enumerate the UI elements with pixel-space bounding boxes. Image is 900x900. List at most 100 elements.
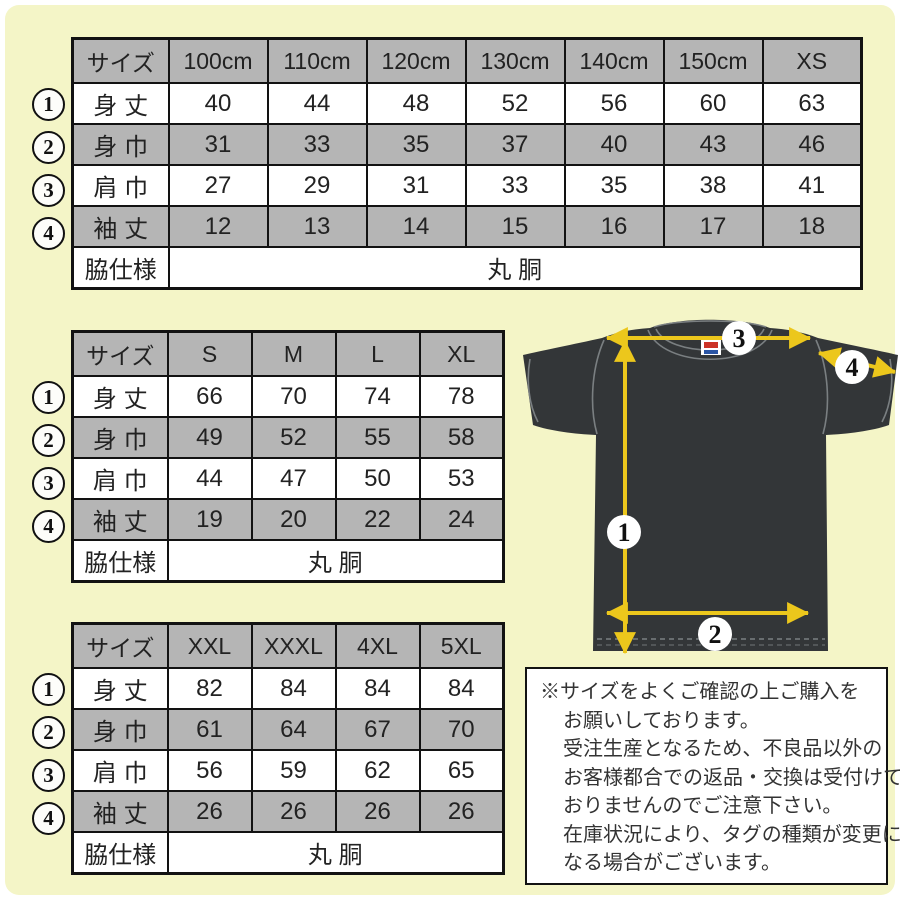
value-cell: 66 — [166, 375, 253, 418]
row-marker-1: 1 — [32, 381, 65, 414]
row-marker-3: 3 — [32, 759, 65, 792]
column-header: XL — [418, 330, 505, 377]
row-label: 身 丈 — [71, 667, 169, 710]
value-cell: 48 — [365, 82, 467, 125]
row-label: 身 丈 — [71, 82, 170, 125]
tshirt-diagram: 1 2 3 4 — [523, 319, 898, 655]
value-cell: 33 — [266, 123, 368, 166]
measure-marker-2: 2 — [698, 617, 732, 651]
value-cell: 37 — [464, 123, 566, 166]
column-header: S — [166, 330, 253, 377]
marker-number: 3 — [733, 324, 746, 353]
row-marker-4: 4 — [32, 217, 65, 250]
column-header: 5XL — [418, 622, 505, 669]
footer-label: 脇仕様 — [71, 539, 169, 583]
marker-number: 1 — [618, 518, 631, 547]
value-cell: 19 — [166, 498, 253, 541]
row-label: 身 巾 — [71, 708, 169, 751]
value-cell: 17 — [662, 205, 764, 248]
row-marker-2: 2 — [32, 424, 65, 457]
value-cell: 14 — [365, 205, 467, 248]
footer-value: 丸 胴 — [166, 831, 505, 875]
notice-line: 受注生産となるため、不良品以外の — [563, 738, 883, 760]
notice-line: ※サイズをよくご確認の上ご購入を — [540, 681, 860, 703]
value-cell: 26 — [334, 790, 421, 833]
row-marker-4: 4 — [32, 802, 65, 835]
row-label: 袖 丈 — [71, 205, 170, 248]
row-label: 身 巾 — [71, 416, 169, 459]
value-cell: 63 — [761, 82, 863, 125]
notice-line: お願いしております。 — [563, 709, 760, 732]
measure-marker-4: 4 — [835, 350, 869, 384]
row-label: 袖 丈 — [71, 498, 169, 541]
value-cell: 49 — [166, 416, 253, 459]
value-cell: 74 — [334, 375, 421, 418]
value-cell: 53 — [418, 457, 505, 500]
row-marker-4: 4 — [32, 510, 65, 543]
value-cell: 26 — [250, 790, 337, 833]
marker-number: 4 — [846, 353, 859, 382]
value-cell: 82 — [166, 667, 253, 710]
value-cell: 38 — [662, 164, 764, 207]
measure-marker-3: 3 — [722, 321, 756, 355]
value-cell: 12 — [167, 205, 269, 248]
column-header: L — [334, 330, 421, 377]
purchase-notice: ※サイズをよくご確認の上ご購入を お願いしております。 受注生産となるため、不良… — [525, 667, 900, 885]
value-cell: 55 — [334, 416, 421, 459]
value-cell: 52 — [250, 416, 337, 459]
value-cell: 62 — [334, 749, 421, 792]
value-cell: 47 — [250, 457, 337, 500]
column-header: M — [250, 330, 337, 377]
value-cell: 70 — [250, 375, 337, 418]
value-cell: 22 — [334, 498, 421, 541]
row-marker-1: 1 — [32, 88, 65, 121]
value-cell: 59 — [250, 749, 337, 792]
column-header: XXL — [166, 622, 253, 669]
size-header-cell: サイズ — [71, 622, 169, 669]
column-header: 130cm — [464, 37, 566, 84]
value-cell: 56 — [166, 749, 253, 792]
size-header-cell: サイズ — [71, 330, 169, 377]
value-cell: 46 — [761, 123, 863, 166]
value-cell: 15 — [464, 205, 566, 248]
column-header: XS — [761, 37, 863, 84]
value-cell: 27 — [167, 164, 269, 207]
value-cell: 20 — [250, 498, 337, 541]
value-cell: 65 — [418, 749, 505, 792]
column-header: 4XL — [334, 622, 421, 669]
row-label: 肩 巾 — [71, 749, 169, 792]
value-cell: 31 — [365, 164, 467, 207]
brand-tag-icon — [701, 339, 721, 355]
row-label: 袖 丈 — [71, 790, 169, 833]
value-cell: 33 — [464, 164, 566, 207]
value-cell: 29 — [266, 164, 368, 207]
column-header: 120cm — [365, 37, 467, 84]
column-header: 100cm — [167, 37, 269, 84]
value-cell: 13 — [266, 205, 368, 248]
row-label: 身 巾 — [71, 123, 170, 166]
value-cell: 52 — [464, 82, 566, 125]
row-label: 肩 巾 — [71, 164, 170, 207]
value-cell: 61 — [166, 708, 253, 751]
value-cell: 26 — [418, 790, 505, 833]
value-cell: 50 — [334, 457, 421, 500]
value-cell: 84 — [250, 667, 337, 710]
footer-label: 脇仕様 — [71, 246, 170, 290]
value-cell: 70 — [418, 708, 505, 751]
size-table-big-sizes: サイズ XXL XXXL 4XL 5XL 身 丈 82 84 84 84 身 巾 61 64 67 70 肩 … — [71, 622, 505, 875]
row-label: 肩 巾 — [71, 457, 169, 500]
row-marker-2: 2 — [32, 716, 65, 749]
value-cell: 44 — [266, 82, 368, 125]
value-cell: 40 — [563, 123, 665, 166]
value-cell: 18 — [761, 205, 863, 248]
column-header: XXXL — [250, 622, 337, 669]
row-marker-2: 2 — [32, 131, 65, 164]
notice-line: おりませんのでご注意下さい。 — [563, 795, 843, 817]
value-cell: 84 — [418, 667, 505, 710]
footer-label: 脇仕様 — [71, 831, 169, 875]
marker-number: 2 — [709, 620, 722, 649]
value-cell: 60 — [662, 82, 764, 125]
size-header-cell: サイズ — [71, 37, 170, 84]
footer-value: 丸 胴 — [166, 539, 505, 583]
notice-line: お客様都合での返品・交換は受付けて — [563, 766, 900, 789]
